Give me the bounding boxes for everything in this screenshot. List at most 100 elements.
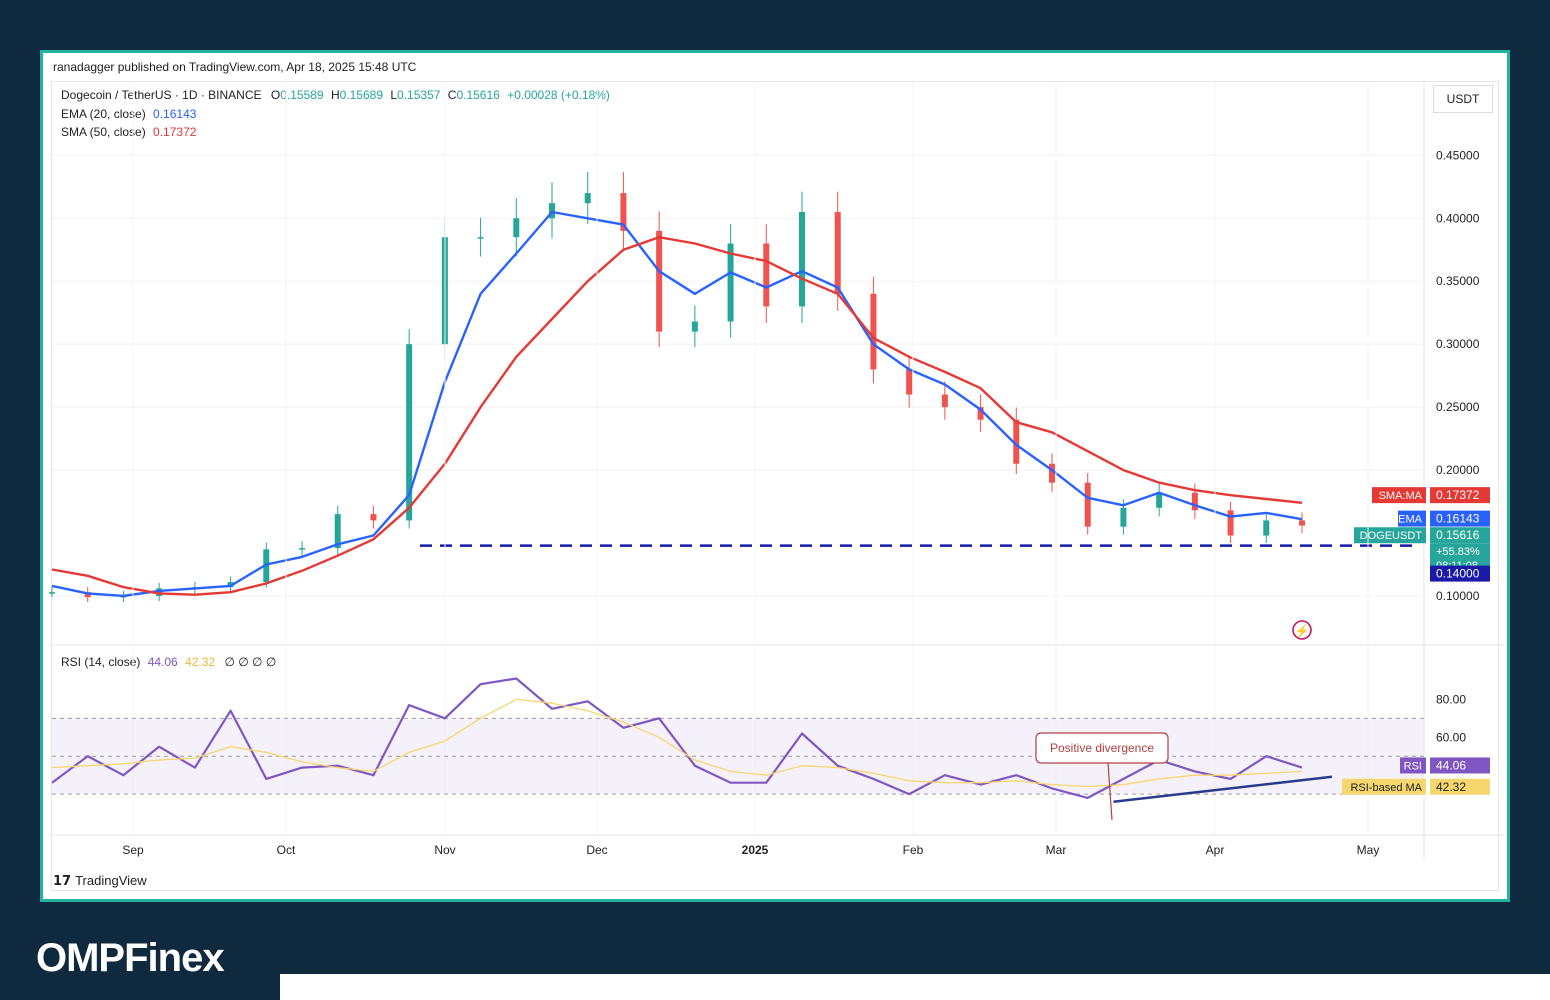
candle-body-16 xyxy=(620,193,627,231)
ema-label: EMA (20, close) xyxy=(61,107,146,121)
rsi-series-1 xyxy=(51,698,1303,788)
brand-logo: OMPFinex xyxy=(36,936,225,980)
divergence-callout-text: Positive divergence xyxy=(1050,741,1154,755)
low-value: 0.15357 xyxy=(397,88,441,102)
candle-body-35 xyxy=(1299,520,1305,526)
series-line-ema xyxy=(51,210,1303,598)
candle-body-9 xyxy=(370,514,377,521)
price-y-tick-2: 0.35000 xyxy=(1436,274,1480,288)
time-tick-4: 2025 xyxy=(742,843,769,857)
rsi-axis-value-tag-0 xyxy=(1430,757,1490,774)
candle-body-15 xyxy=(584,193,591,204)
sma-legend[interactable]: SMA (50, close) 0.17372 xyxy=(61,125,196,139)
rsi-label: RSI (14, close) xyxy=(61,655,141,669)
sma-label: SMA (50, close) xyxy=(61,125,146,139)
rsi-axis-name-1: RSI-based MA xyxy=(1350,782,1422,794)
candle-body-10 xyxy=(406,344,413,521)
tradingview-logo-text: TradingView xyxy=(75,873,147,888)
time-tick-1: Oct xyxy=(277,843,296,857)
candle-body-21 xyxy=(799,212,805,307)
support-value-text: 0.14000 xyxy=(1436,567,1480,581)
candle-body-1 xyxy=(84,592,91,598)
rsi-axis-name-tag-1 xyxy=(1342,778,1426,795)
replay-lightning-icon xyxy=(1292,620,1312,640)
price-y-tick-0: 0.45000 xyxy=(1436,148,1480,162)
close-label: C xyxy=(447,88,457,102)
candle-body-34 xyxy=(1263,520,1270,536)
rsi-y-tick-0: 80.00 xyxy=(1436,692,1466,706)
low-label: L xyxy=(390,88,398,102)
rsi-series-0 xyxy=(51,677,1303,799)
rsi-axis-value-tag-1 xyxy=(1430,778,1490,795)
price-y-tick-3: 0.30000 xyxy=(1436,337,1480,351)
lightning-glyph: ⚡ xyxy=(1295,624,1310,638)
high-value: 0.15689 xyxy=(339,88,384,102)
price-y-tick-1: 0.40000 xyxy=(1436,211,1480,225)
currency-button[interactable]: USDT xyxy=(1433,85,1493,113)
time-tick-7: Apr xyxy=(1206,843,1225,857)
open-value: 0.15589 xyxy=(280,88,324,102)
candle-body-23 xyxy=(870,293,877,370)
divergence-callout-box xyxy=(1035,732,1169,764)
rsi-axis-name-tag-0 xyxy=(1400,757,1426,774)
axis-value-tag-2 xyxy=(1430,527,1490,544)
time-tick-5: Feb xyxy=(903,843,924,857)
rsi-axis-name-0: RSI xyxy=(1404,760,1422,772)
series-line-sma xyxy=(51,236,1303,596)
candle-body-25 xyxy=(941,394,948,408)
candle-body-3 xyxy=(156,588,163,596)
rsi-ma-value: 42.32 xyxy=(185,655,216,669)
rsi-y-tick-1: 60.00 xyxy=(1436,730,1466,744)
price-y-tick-5: 0.20000 xyxy=(1436,463,1480,477)
candle-body-29 xyxy=(1084,482,1091,527)
axis-value-tag-0 xyxy=(1430,487,1490,504)
footer-bar xyxy=(280,974,1550,1000)
rsi-axis-value-0: 44.06 xyxy=(1436,758,1466,772)
axis-value-text-2: 0.15616 xyxy=(1436,528,1480,542)
divergence-trendline xyxy=(1113,775,1333,804)
candle-body-19 xyxy=(727,243,734,322)
candle-body-14 xyxy=(549,203,555,219)
candle-body-12 xyxy=(477,237,484,239)
axis-value-text-1: 0.16143 xyxy=(1436,512,1480,526)
axis-name-tag-1 xyxy=(1398,510,1426,527)
rsi-axis-value-1: 42.32 xyxy=(1436,780,1466,794)
price-y-tick-6: 0.10000 xyxy=(1436,589,1480,603)
axis-name-tag-2 xyxy=(1354,527,1426,544)
change-value: +0.00028 (+0.18%) xyxy=(507,88,610,102)
candle-body-13 xyxy=(513,218,520,238)
symbol-legend: Dogecoin / TetherUS · 1D · BINANCE O0.15… xyxy=(61,88,610,102)
time-tick-8: May xyxy=(1357,843,1380,857)
candle-body-28 xyxy=(1049,463,1055,483)
tradingview-logo: 17 TradingView xyxy=(53,873,147,889)
divergence-callout-pointer xyxy=(1107,762,1113,821)
time-tick-6: Mar xyxy=(1046,843,1067,857)
time-tick-3: Dec xyxy=(586,843,607,857)
candle-body-27 xyxy=(1013,419,1020,464)
ema-legend[interactable]: EMA (20, close) 0.16143 xyxy=(61,107,196,121)
axis-name-text-1: EMA xyxy=(1398,514,1423,526)
candle-body-17 xyxy=(656,230,663,332)
rsi-extra-values: ∅ ∅ ∅ ∅ xyxy=(224,655,277,669)
time-tick-0: Sep xyxy=(122,843,144,857)
price-y-tick-4: 0.25000 xyxy=(1436,400,1480,414)
rsi-legend[interactable]: RSI (14, close) 44.06 42.32 ∅ ∅ ∅ ∅ xyxy=(61,655,276,669)
candle-body-26 xyxy=(977,407,984,420)
candle-body-33 xyxy=(1227,510,1234,536)
current-price-change: +55.83% xyxy=(1436,546,1480,558)
candle-body-31 xyxy=(1156,492,1163,508)
candle-body-22 xyxy=(834,212,841,294)
axis-value-tag-1 xyxy=(1430,510,1490,527)
candle-body-24 xyxy=(906,369,913,395)
candle-body-32 xyxy=(1191,492,1198,511)
sma-value: 0.17372 xyxy=(153,125,197,139)
axis-value-text-0: 0.17372 xyxy=(1436,488,1480,502)
candle-body-18 xyxy=(691,321,698,332)
publisher-line: ranadagger published on TradingView.com,… xyxy=(53,60,417,74)
ema-value: 0.16143 xyxy=(153,107,197,121)
close-value: 0.15616 xyxy=(456,88,500,102)
axis-name-text-0: SMA:MA xyxy=(1379,490,1423,502)
time-tick-2: Nov xyxy=(434,843,455,857)
axis-name-text-2: DOGEUSDT xyxy=(1360,530,1423,542)
